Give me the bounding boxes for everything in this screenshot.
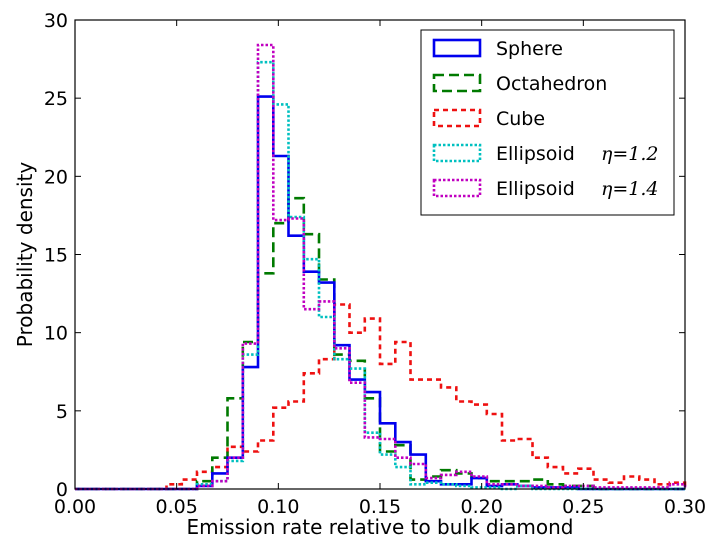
series-layer: [75, 43, 687, 491]
x-tick-label: 0.00: [54, 496, 96, 518]
series-ellipsoid-η-1_2-steps: [75, 60, 685, 491]
legend-swatch: [432, 108, 482, 128]
series-ellipsoid-η-1_4-steps: [75, 43, 687, 491]
ticks-layer: [74, 19, 686, 490]
legend-label: Ellipsoid: [496, 178, 575, 200]
y-tick-label: 25: [44, 88, 68, 110]
legend-swatch: [432, 143, 482, 163]
y-tick-label: 0: [56, 479, 68, 501]
legend-label: Sphere: [496, 38, 563, 60]
x-tick-label: 0.30: [664, 496, 706, 518]
legend-box: [420, 29, 675, 216]
y-tick-label: 30: [44, 10, 68, 32]
tick-labels-layer: 0.00 0.05 0.10 0.15 0.20 0.25 0.30 0 5 10 15 20 25 30: [44, 10, 706, 518]
legend-label: Ellipsoid: [496, 143, 575, 165]
legend-label: Octahedron: [496, 73, 607, 95]
legend-swatch: [432, 178, 482, 198]
x-tick-label: 0.25: [562, 496, 604, 518]
x-tick-label: 0.15: [359, 496, 401, 518]
legend-swatch: [432, 38, 482, 58]
y-tick-label: 20: [44, 166, 68, 188]
x-axis-title: Emission rate relative to bulk diamond: [186, 515, 573, 539]
series-octahedron-steps: [75, 196, 685, 491]
x-tick-label: 0.05: [156, 496, 198, 518]
y-axis-title: Probability density: [13, 162, 37, 348]
y-tick-label: 10: [44, 323, 68, 345]
legend-label-math: η=1.4: [601, 178, 659, 200]
legend-label: Cube: [496, 108, 545, 130]
y-tick-label: 5: [56, 401, 68, 423]
y-tick-label: 15: [44, 245, 68, 267]
legend: Sphere Octahedron Cube Ellipsoid η=1.2 Ellips…: [420, 29, 675, 216]
legend-label-math: η=1.2: [601, 143, 659, 165]
series-sphere-steps: [75, 95, 685, 491]
x-tick-label: 0.10: [257, 496, 299, 518]
x-tick-label: 0.20: [461, 496, 503, 518]
legend-swatch: [432, 73, 482, 93]
